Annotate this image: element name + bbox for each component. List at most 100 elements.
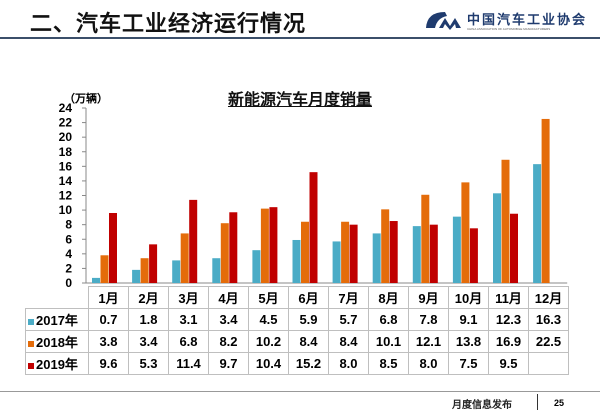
- table-cell: 10.1: [368, 330, 409, 353]
- y-tick-label: 4: [65, 247, 72, 261]
- table-cell: 3.1: [168, 308, 209, 331]
- y-tick-label: 12: [59, 189, 73, 203]
- footer-separator: [537, 394, 538, 410]
- bar-2017-10: [452, 216, 461, 283]
- table-cell: 8.4: [288, 330, 329, 353]
- legend-swatch-icon: [28, 340, 34, 347]
- bar-2017-1: [92, 277, 100, 283]
- month-header: 4月: [208, 286, 249, 309]
- table-row: 2017年 0.7 1.8 3.1 3.4 4.5 5.9 5.7 6.8 7.8 9.1 12.3 1…: [25, 308, 569, 331]
- table-cell: 3.4: [208, 308, 249, 331]
- bar-2019-5: [269, 207, 278, 283]
- legend-entry: 2018年: [25, 330, 89, 353]
- table-cell: 5.9: [288, 308, 329, 331]
- table-cell: 13.8: [448, 330, 489, 353]
- page-number: 25: [554, 398, 565, 408]
- y-tick-label: 0: [65, 276, 72, 290]
- month-header: 8月: [368, 286, 409, 309]
- legend-swatch-icon: [28, 318, 34, 325]
- bar-2019-9: [429, 224, 438, 283]
- footer-divider: [0, 391, 600, 392]
- table-cell: 4.5: [248, 308, 289, 331]
- table-cell: 3.4: [128, 330, 169, 353]
- month-header: 7月: [328, 286, 369, 309]
- bar-2019-7: [349, 224, 358, 283]
- table-cell: 22.5: [528, 330, 569, 353]
- y-tick-label: 6: [65, 232, 72, 246]
- table-cell: 12.3: [488, 308, 529, 331]
- y-tick-label: 24: [59, 101, 73, 115]
- y-tick-label: 22: [59, 116, 73, 130]
- bar-2018-2: [140, 258, 149, 283]
- legend-swatch-icon: [28, 362, 34, 369]
- caam-logo: 中国汽车工业协会 CHINA ASSOCIATION OF AUTOMOBILE…: [423, 8, 593, 34]
- data-table: 1月 2月 3月 4月 5月 6月 7月 8月 9月 10月 11月 12月 2017年 0.7 1.8 3…: [25, 286, 569, 375]
- bar-2018-11: [501, 159, 510, 283]
- bar-2018-6: [301, 221, 309, 283]
- month-header: 1月: [88, 286, 129, 309]
- table-cell: 15.2: [288, 352, 329, 375]
- legend-label: 2019年: [36, 357, 78, 372]
- bar-2017-8: [372, 233, 381, 283]
- table-cell: [528, 352, 569, 375]
- table-row: 2019年 9.6 5.3 11.4 9.7 10.4 15.2 8.0 8.5 8.0 7.5 9.…: [25, 352, 569, 375]
- y-tick-label: 14: [59, 174, 73, 188]
- bar-2017-12: [533, 164, 542, 283]
- bar-2018-10: [461, 182, 470, 283]
- legend-label: 2018年: [36, 335, 78, 350]
- bar-2019-3: [189, 199, 198, 283]
- bar-2017-4: [212, 258, 221, 283]
- bar-2019-4: [229, 212, 238, 283]
- bar-2017-3: [172, 260, 181, 283]
- table-cell: 9.5: [488, 352, 529, 375]
- y-tick-label: 20: [59, 130, 73, 144]
- bar-2018-5: [260, 208, 269, 283]
- table-cell: 16.3: [528, 308, 569, 331]
- table-cell: 7.5: [448, 352, 489, 375]
- table-cell: 9.1: [448, 308, 489, 331]
- table-cell: 1.8: [128, 308, 169, 331]
- table-cell: 6.8: [168, 330, 209, 353]
- y-tick-label: 8: [65, 218, 72, 232]
- legend-entry: 2017年: [25, 308, 89, 331]
- table-cell: 8.5: [368, 352, 409, 375]
- bar-2017-5: [252, 250, 261, 283]
- footer-text: 月度信息发布: [452, 400, 512, 411]
- table-cell: 9.6: [88, 352, 129, 375]
- table-cell: 12.1: [408, 330, 449, 353]
- table-cell: 8.0: [328, 352, 369, 375]
- bar-2017-6: [292, 239, 301, 283]
- bar-2019-6: [309, 172, 318, 283]
- bar-2019-11: [510, 213, 518, 283]
- table-cell: 7.8: [408, 308, 449, 331]
- table-cell: 3.8: [88, 330, 129, 353]
- bar-2018-4: [220, 223, 229, 283]
- bar-2018-7: [341, 221, 350, 283]
- bar-2019-1: [109, 213, 117, 283]
- table-header-row: 1月 2月 3月 4月 5月 6月 7月 8月 9月 10月 11月 12月: [26, 286, 569, 309]
- month-header: 2月: [128, 286, 169, 309]
- y-tick-label: 18: [59, 145, 73, 159]
- y-tick-label: 10: [59, 203, 73, 217]
- chart-title: 新能源汽车月度销量: [227, 92, 372, 109]
- y-axis-unit: （万辆）: [64, 93, 108, 105]
- bar-2017-7: [332, 241, 341, 283]
- bar-2017-11: [493, 193, 501, 283]
- bar-2019-2: [149, 244, 158, 283]
- y-tick-label: 2: [65, 261, 72, 275]
- table-cell: 11.4: [168, 352, 209, 375]
- bar-2018-1: [100, 255, 109, 283]
- bar-2017-9: [412, 226, 421, 283]
- header-divider: [0, 37, 600, 39]
- table-cell: 10.2: [248, 330, 289, 353]
- month-header: 12月: [528, 286, 569, 309]
- month-header: 9月: [408, 286, 449, 309]
- table-cell: 16.9: [488, 330, 529, 353]
- table-corner: [26, 287, 89, 309]
- table-row: 2018年 3.8 3.4 6.8 8.2 10.2 8.4 8.4 10.1 12.1 13.8 1…: [25, 330, 569, 353]
- table-cell: 5.7: [328, 308, 369, 331]
- table-cell: 6.8: [368, 308, 409, 331]
- month-header: 11月: [488, 286, 529, 309]
- bar-2017-2: [132, 269, 141, 283]
